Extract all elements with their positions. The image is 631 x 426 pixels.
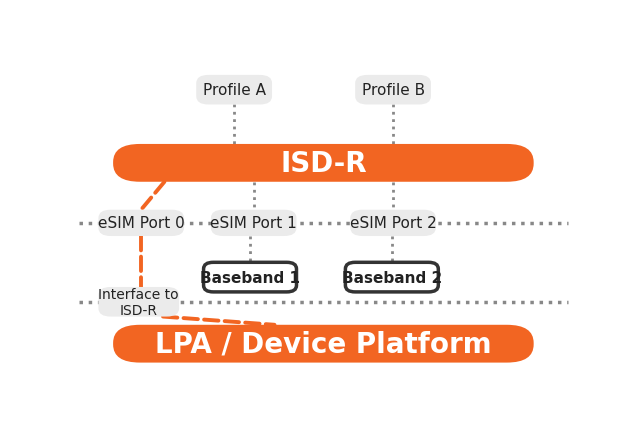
Text: LPA / Device Platform: LPA / Device Platform xyxy=(155,330,492,358)
FancyBboxPatch shape xyxy=(211,210,297,236)
Text: eSIM Port 0: eSIM Port 0 xyxy=(98,216,185,231)
Text: Baseband 2: Baseband 2 xyxy=(342,270,442,285)
Text: Profile B: Profile B xyxy=(362,83,425,98)
Text: eSIM Port 2: eSIM Port 2 xyxy=(350,216,437,231)
FancyBboxPatch shape xyxy=(350,210,436,236)
FancyBboxPatch shape xyxy=(204,263,297,292)
Text: ISD-R: ISD-R xyxy=(280,150,367,178)
FancyBboxPatch shape xyxy=(355,76,431,105)
FancyBboxPatch shape xyxy=(98,287,179,317)
FancyBboxPatch shape xyxy=(345,263,439,292)
FancyBboxPatch shape xyxy=(98,210,184,236)
FancyBboxPatch shape xyxy=(113,144,534,182)
FancyBboxPatch shape xyxy=(196,76,272,105)
Text: Interface to
ISD-R: Interface to ISD-R xyxy=(98,287,179,317)
Text: eSIM Port 1: eSIM Port 1 xyxy=(210,216,297,231)
Text: Baseband 1: Baseband 1 xyxy=(200,270,300,285)
FancyBboxPatch shape xyxy=(113,325,534,363)
Text: Profile A: Profile A xyxy=(203,83,266,98)
